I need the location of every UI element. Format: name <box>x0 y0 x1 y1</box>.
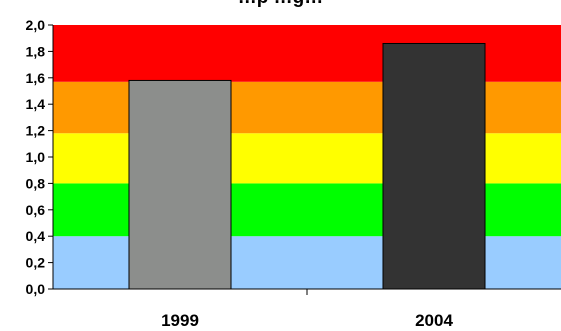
y-tick-label: 0,8 <box>26 175 46 191</box>
y-tick-label: 0,4 <box>26 228 46 244</box>
bar-1999 <box>128 79 232 290</box>
x-category-labels: 1999 2004 <box>161 311 453 330</box>
y-tick-label: 0,0 <box>26 281 46 297</box>
y-tick-label: 1,2 <box>26 123 46 139</box>
bars <box>128 42 486 290</box>
y-tick-label: 0,6 <box>26 202 46 218</box>
y-tick-label: 1,4 <box>26 96 46 112</box>
y-tick-label: 2,0 <box>26 17 46 33</box>
y-tick-label: 1,6 <box>26 70 46 86</box>
chart-title: …p …g… <box>0 0 561 9</box>
x-label-1999: 1999 <box>161 311 199 330</box>
y-tick-label: 1,0 <box>26 149 46 165</box>
y-tick-label: 0,2 <box>26 255 46 271</box>
x-label-2004: 2004 <box>415 311 453 330</box>
bar-2004 <box>382 42 486 290</box>
axes <box>48 24 561 295</box>
y-tick-label: 1,8 <box>26 43 46 59</box>
y-tick-labels: 0,0 0,2 0,4 0,6 0,8 1,0 1,2 1,4 1,6 1,8 2,0 <box>26 17 46 297</box>
